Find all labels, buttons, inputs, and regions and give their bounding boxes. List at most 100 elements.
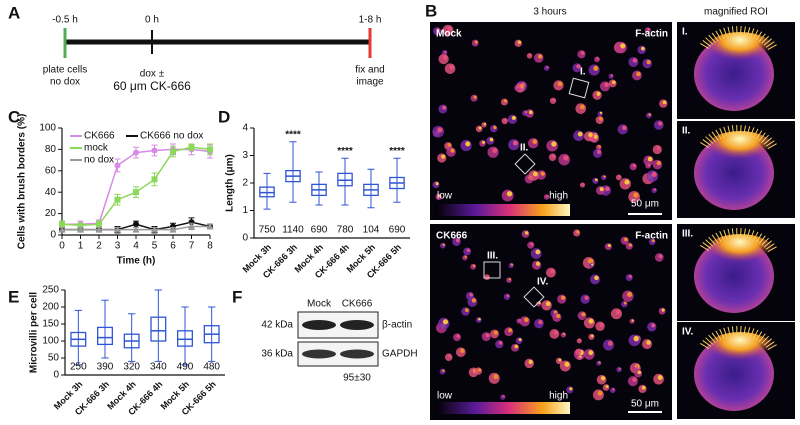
- panel-label: C: [8, 107, 20, 126]
- cell-spot: [618, 175, 621, 178]
- colorbar-label: low: [437, 191, 453, 202]
- cell-spot: [502, 395, 505, 398]
- cell-spot: [580, 51, 585, 55]
- microvillus: [705, 136, 714, 144]
- roi-label: II.: [682, 126, 691, 137]
- microvillus: [715, 330, 722, 340]
- roi-tag: II.: [520, 143, 529, 154]
- cell-spot: [447, 26, 453, 32]
- legend-label: CK666 no dox: [140, 131, 203, 142]
- microvillus: [731, 125, 735, 136]
- marker: [132, 226, 140, 233]
- cell-spot: [474, 40, 478, 44]
- cell-spot: [450, 148, 455, 153]
- cell-spot: [646, 59, 651, 65]
- microvillus: [767, 143, 777, 149]
- cell-spot: [651, 239, 655, 243]
- cell-spot: [599, 111, 603, 115]
- marker: [133, 189, 139, 196]
- y-tick-label: 40: [45, 187, 57, 198]
- microvillus: [755, 233, 763, 243]
- micrograph-mock: [430, 22, 672, 220]
- cell-spot: [524, 110, 528, 114]
- cell-spot: [511, 115, 516, 121]
- cell-spot: [612, 80, 616, 85]
- microvillus: [765, 341, 775, 348]
- cell-spot: [603, 175, 606, 178]
- stain-label: F-actin: [635, 29, 668, 40]
- event-label: dox ±: [140, 69, 165, 80]
- cell-spot: [532, 171, 538, 177]
- cell-spot: [633, 192, 639, 198]
- marker: [95, 226, 103, 233]
- cell-spot: [563, 155, 569, 161]
- cell-spot: [478, 317, 481, 321]
- cell-spot: [556, 313, 561, 319]
- cell-spot: [506, 191, 513, 197]
- marker: [169, 226, 177, 233]
- cell-spot: [648, 113, 652, 116]
- cell-spot: [464, 255, 467, 259]
- x-tick-label: 2: [96, 241, 102, 252]
- cell-spot: [658, 121, 663, 126]
- microvillus: [761, 35, 770, 44]
- y-axis-title: Cells with brush borders (%): [17, 114, 28, 250]
- legend-label: CK666: [84, 131, 115, 142]
- cell-spot: [535, 249, 541, 255]
- cell-spot: [621, 125, 627, 131]
- cell-spot: [546, 194, 549, 198]
- cell-spot: [551, 141, 557, 147]
- cell-spot: [634, 364, 638, 368]
- roi-box: [483, 261, 501, 279]
- microvillus: [763, 240, 772, 248]
- marker: [151, 147, 158, 154]
- microvillus: [761, 237, 770, 246]
- colorbar: [435, 402, 570, 414]
- marker: [77, 226, 84, 233]
- y-tick-label: 2: [242, 178, 248, 189]
- cell-spot: [557, 81, 563, 87]
- roi-label: I.: [682, 27, 688, 38]
- cell-spot: [518, 319, 521, 322]
- lane-label: CK666: [342, 299, 373, 310]
- marker: [114, 226, 121, 233]
- microvillus: [719, 329, 725, 339]
- cell-spot: [578, 338, 582, 342]
- microvillus: [708, 236, 716, 245]
- n-label: 390: [97, 362, 114, 373]
- axes: [253, 128, 410, 239]
- microvillus: [752, 29, 759, 40]
- cell-spot: [646, 340, 651, 345]
- marker: [133, 221, 139, 228]
- cell-spot: [624, 179, 630, 185]
- cell-spot: [561, 295, 566, 300]
- cell-spot: [473, 95, 477, 99]
- cell-spot: [528, 359, 533, 365]
- n-label: 490: [177, 362, 194, 373]
- cell-spot: [657, 375, 663, 380]
- roi-box: [514, 153, 536, 175]
- microvillus: [765, 41, 775, 48]
- cell-spot: [597, 390, 603, 396]
- cell-spot: [579, 104, 585, 110]
- marker: [96, 221, 102, 228]
- microvillus: [743, 125, 746, 136]
- cell-spot: [662, 100, 667, 105]
- marker: [114, 196, 121, 203]
- cell-spot: [482, 140, 486, 144]
- cell-spot: [550, 268, 555, 274]
- microvillus: [700, 343, 710, 350]
- cell-spot: [435, 182, 439, 186]
- microvillus: [743, 326, 746, 337]
- microvillus: [727, 125, 731, 136]
- cell-spot: [486, 274, 490, 278]
- time-label: 1-8 h: [359, 15, 382, 26]
- n-label: 1140: [282, 225, 304, 236]
- microvillus: [702, 139, 712, 146]
- cell-spot: [623, 301, 627, 305]
- microvillus: [767, 246, 777, 252]
- cell-spot: [469, 292, 473, 297]
- microvillus: [761, 134, 770, 143]
- cell-spot: [518, 338, 522, 342]
- microvillus: [715, 30, 722, 40]
